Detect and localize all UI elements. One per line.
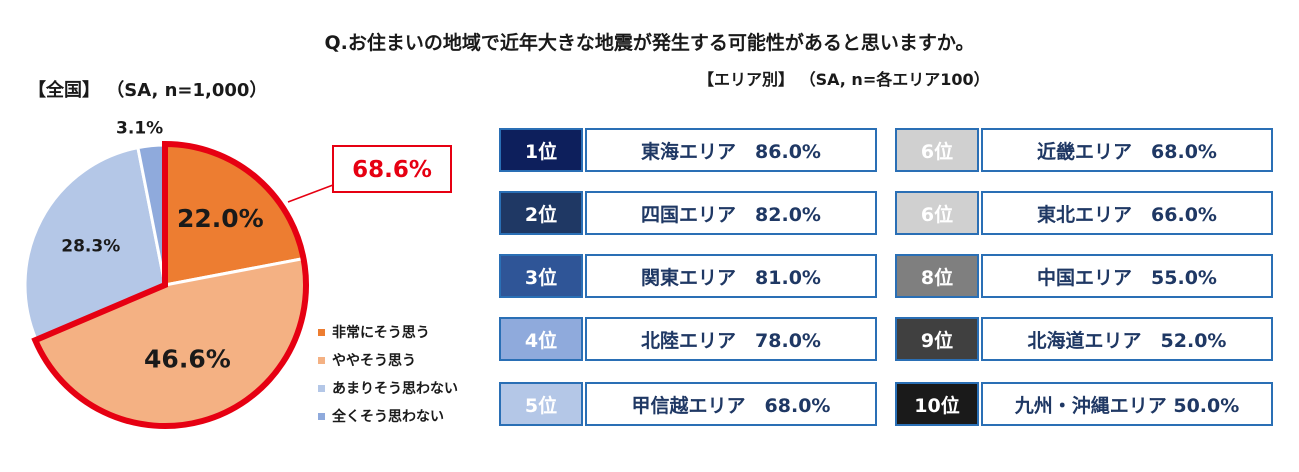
rank-badge: 4位 <box>499 317 583 361</box>
area-result: 北陸エリア 78.0% <box>585 317 877 361</box>
legend-swatch <box>318 384 325 392</box>
question-title: Q.お住まいの地域で近年大きな地震が発生する可能性があると思いますか。 <box>324 32 975 54</box>
legend-swatch <box>318 356 325 364</box>
rank-badge: 10位 <box>895 382 979 426</box>
rank-badge: 1位 <box>499 128 583 172</box>
area-subtitle: 【エリア別】 （SA, n=各エリア100） <box>698 70 990 89</box>
highlight-outline <box>31 140 309 429</box>
slice-label: 28.3% <box>61 237 120 257</box>
legend-label: ややそう思う <box>332 353 416 369</box>
legend-swatch <box>318 412 325 420</box>
pie-labels: 22.0% 46.6% 28.3% 3.1% <box>61 118 263 373</box>
callout-value: 68.6% <box>352 157 432 183</box>
slice-label: 46.6% <box>144 344 231 373</box>
legend-item: 全くそう思わない <box>318 402 458 430</box>
legend-item: 非常にそう思う <box>318 318 458 346</box>
rank-badge: 3位 <box>499 254 583 298</box>
area-result: 東海エリア 86.0% <box>585 128 877 172</box>
legend-label: 全くそう思わない <box>332 409 444 425</box>
slice-label: 3.1% <box>116 118 163 138</box>
area-result: 関東エリア 81.0% <box>585 254 877 298</box>
rank-badge: 6位 <box>895 128 979 172</box>
national-subtitle: 【全国】 （SA, n=1,000） <box>28 80 268 101</box>
rank-badge: 8位 <box>895 254 979 298</box>
rank-badge: 2位 <box>499 191 583 235</box>
area-result: 四国エリア 82.0% <box>585 191 877 235</box>
slice-label: 22.0% <box>177 204 264 233</box>
area-result: 甲信越エリア 68.0% <box>585 382 877 426</box>
rank-badge: 5位 <box>499 382 583 426</box>
area-result: 近畿エリア 68.0% <box>981 128 1273 172</box>
rank-badge: 9位 <box>895 317 979 361</box>
legend-label: 非常にそう思う <box>332 325 430 341</box>
legend-swatch <box>318 328 325 336</box>
slice-somewhat-disagree <box>23 145 167 342</box>
area-result: 中国エリア 55.0% <box>981 254 1273 298</box>
pie-legend: 非常にそう思う ややそう思う あまりそう思わない 全くそう思わない <box>318 318 458 430</box>
area-result: 九州・沖縄エリア 50.0% <box>981 382 1273 426</box>
rank-badge: 6位 <box>895 191 979 235</box>
callout-line <box>287 184 334 203</box>
callout-box <box>332 145 452 193</box>
legend-item: あまりそう思わない <box>318 374 458 402</box>
area-result: 北海道エリア 52.0% <box>981 317 1273 361</box>
legend-item: ややそう思う <box>318 346 458 374</box>
area-result: 東北エリア 66.0% <box>981 191 1273 235</box>
pie-chart: 68.6% 22.0% 46.6% 28.3% 3.1% <box>23 118 452 429</box>
legend-label: あまりそう思わない <box>332 381 458 397</box>
